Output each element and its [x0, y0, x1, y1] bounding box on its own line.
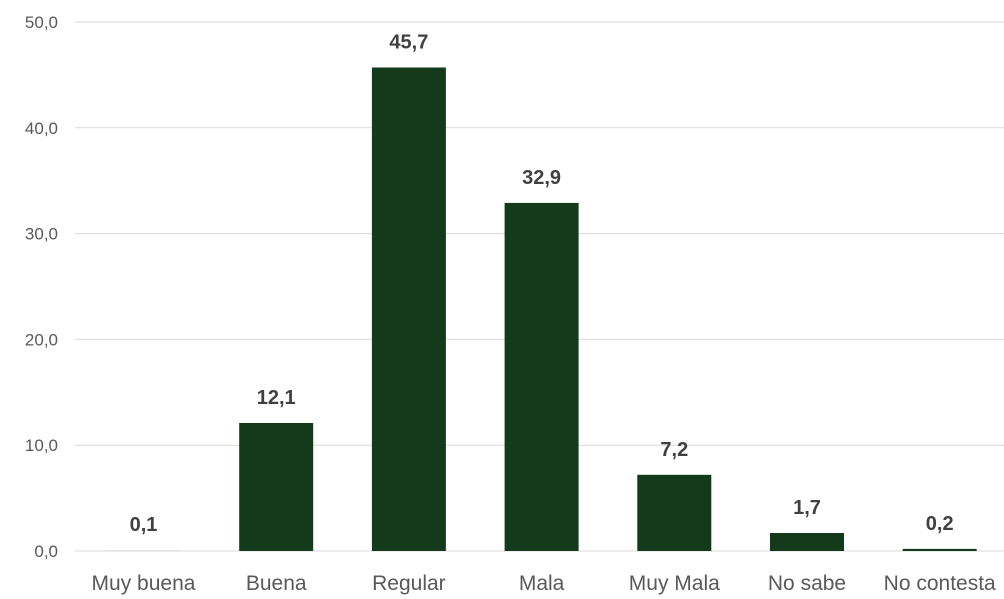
- data-label: 7,2: [660, 439, 688, 461]
- data-label: 32,9: [522, 167, 561, 189]
- data-label: 0,2: [926, 513, 954, 535]
- bar: [902, 548, 977, 551]
- data-label: 12,1: [257, 387, 296, 409]
- bar: [504, 202, 579, 551]
- y-axis-ticks: 0,0 10,0 20,0 30,0 40,0 50,0: [25, 13, 58, 561]
- x-category-label: Muy buena: [92, 572, 196, 595]
- x-axis-labels: Muy buena Buena Regular Mala Muy Mala No sabe…: [92, 572, 996, 595]
- bar: [239, 422, 314, 551]
- y-tick-label: 40,0: [25, 119, 58, 138]
- bar: [637, 474, 712, 551]
- x-category-label: Regular: [372, 572, 446, 595]
- x-category-label: No sabe: [768, 572, 846, 595]
- data-label: 0,1: [130, 514, 158, 536]
- data-label: 1,7: [793, 497, 821, 519]
- x-category-label: Mala: [519, 572, 565, 595]
- y-tick-label: 20,0: [25, 330, 58, 349]
- data-label: 45,7: [389, 31, 428, 53]
- x-category-label: Muy Mala: [629, 572, 720, 595]
- bar: [106, 549, 181, 551]
- y-tick-label: 0,0: [34, 542, 58, 561]
- bars: [106, 67, 977, 551]
- y-tick-label: 10,0: [25, 436, 58, 455]
- y-tick-label: 50,0: [25, 13, 58, 32]
- x-category-label: Buena: [246, 572, 307, 595]
- y-tick-label: 30,0: [25, 225, 58, 244]
- bar: [770, 533, 844, 551]
- x-category-label: No contesta: [884, 572, 996, 595]
- bar: [371, 67, 446, 551]
- data-labels: 0,1 12,1 45,7 32,9 7,2 1,7 0,2: [130, 31, 954, 535]
